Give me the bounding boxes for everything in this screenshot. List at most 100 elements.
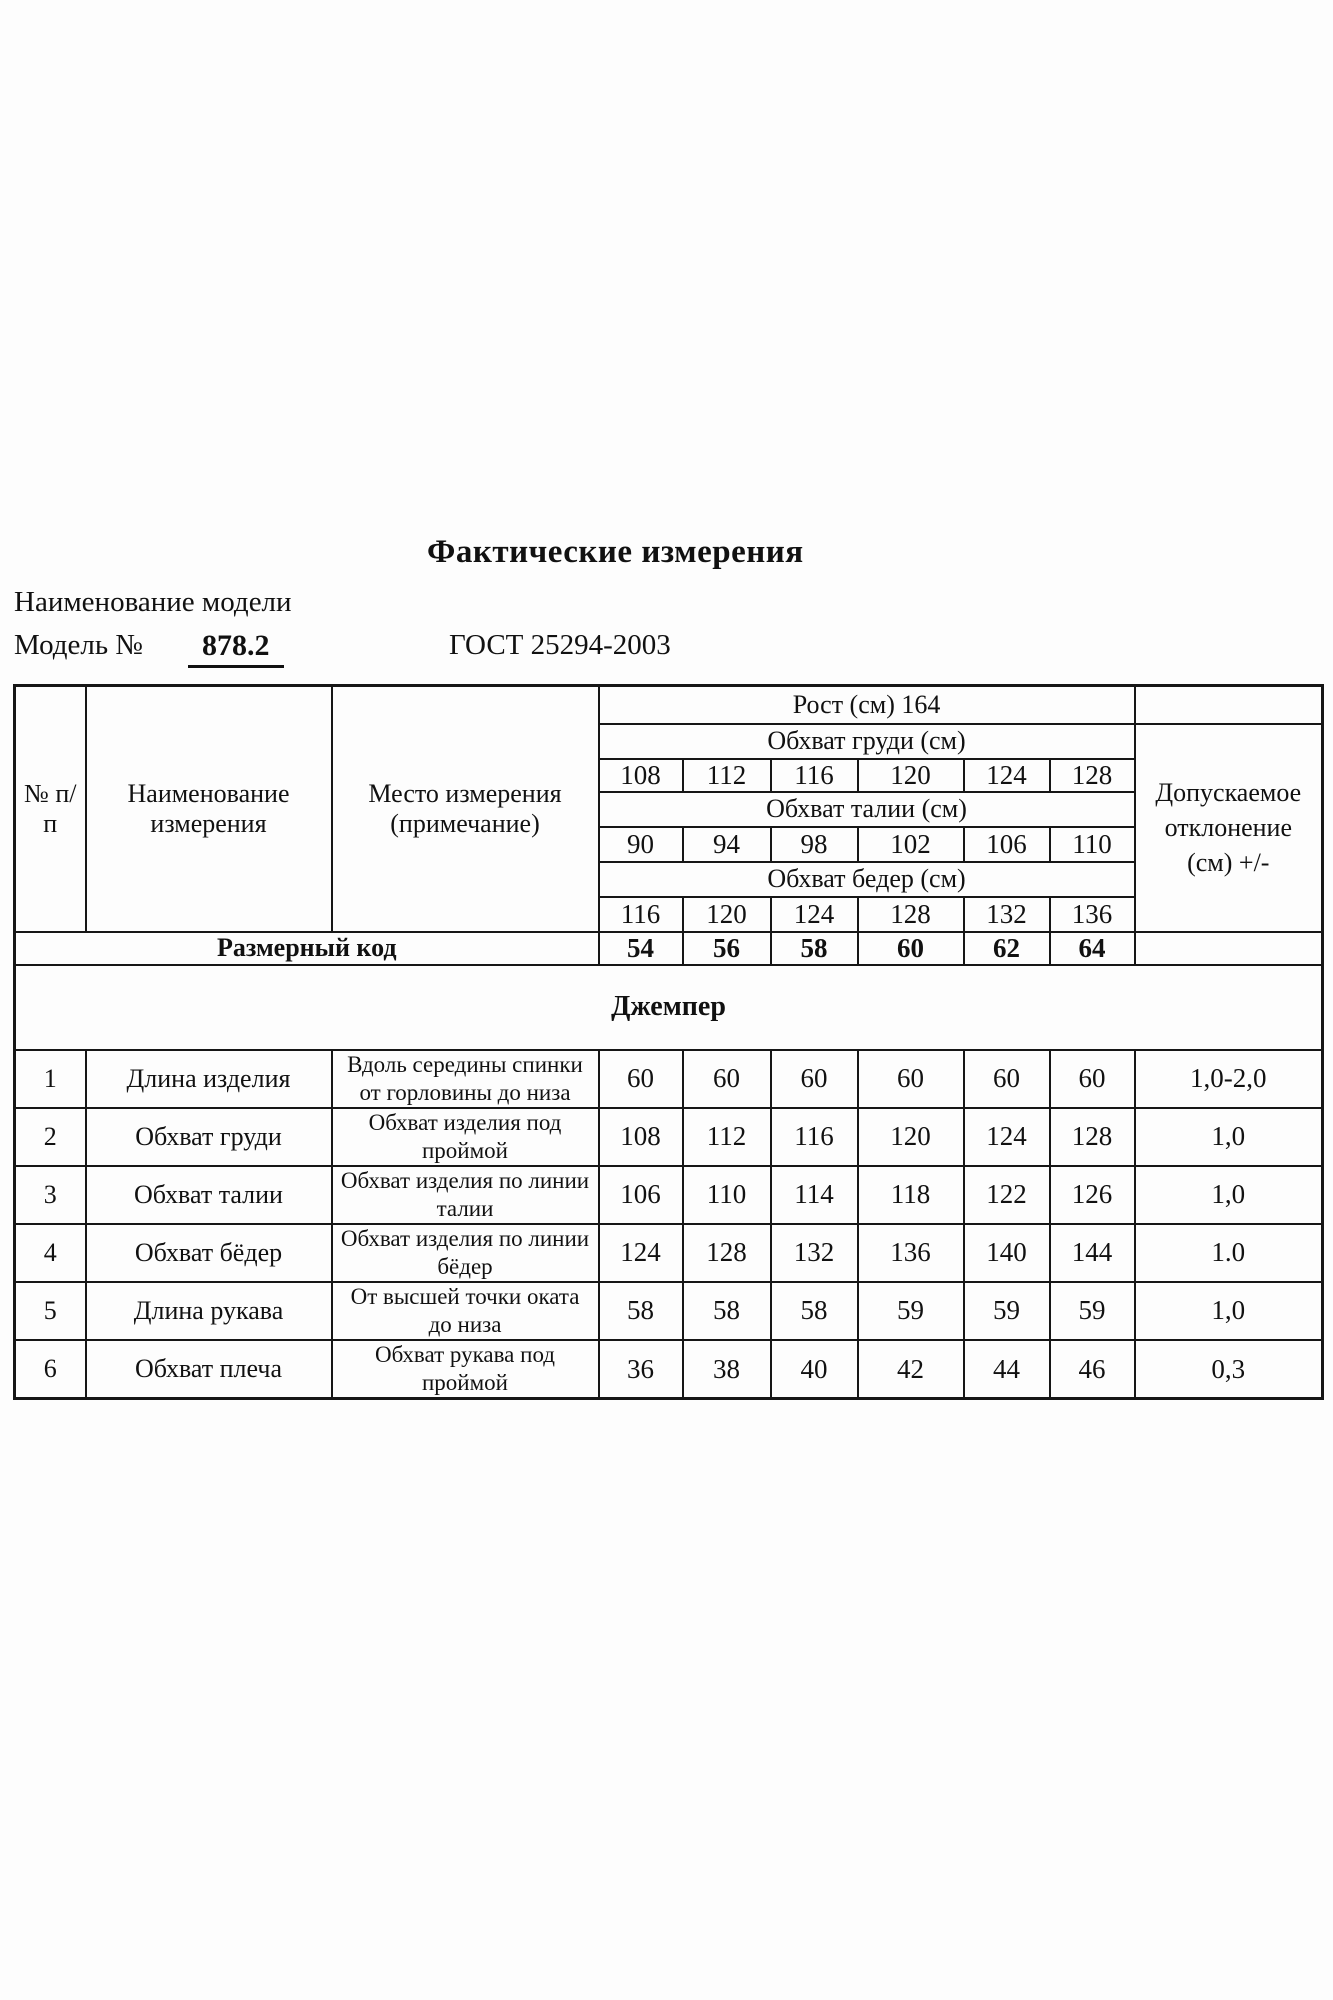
page-title: Фактические измерения bbox=[427, 534, 804, 570]
hips-value: 132 bbox=[962, 895, 1051, 933]
header-row-chest-label: Обхват груди (см) Допускаемое отклонение… bbox=[15, 722, 1324, 933]
row-num: 3 bbox=[13, 1164, 87, 1225]
empty-cell bbox=[1133, 684, 1324, 725]
row-value: 110 bbox=[681, 1164, 772, 1225]
row-value: 58 bbox=[681, 1280, 772, 1341]
row-value: 60 bbox=[681, 1048, 772, 1109]
model-number-value: 878.2 bbox=[188, 629, 284, 668]
row-name: Обхват талии bbox=[84, 1164, 333, 1225]
row-place: Обхват рукава под проймой bbox=[330, 1338, 600, 1400]
row-value: 40 bbox=[769, 1338, 859, 1400]
section-row: Джемпер bbox=[13, 963, 1324, 1051]
table-row: 3 Обхват талии Обхват изделия по линии т… bbox=[13, 1164, 1324, 1225]
size-code-value: 54 bbox=[597, 930, 684, 966]
row-value: 59 bbox=[1048, 1280, 1136, 1341]
table-row: 1 Длина изделия Вдоль середины спинки от… bbox=[13, 1048, 1324, 1109]
waist-value: 94 bbox=[681, 825, 772, 863]
row-value: 128 bbox=[681, 1222, 772, 1283]
row-name: Обхват груди bbox=[84, 1106, 333, 1167]
size-code-value: 58 bbox=[769, 930, 859, 966]
hips-value: 124 bbox=[769, 895, 859, 933]
header-row-hips-label: Обхват бедер (см) bbox=[15, 860, 1323, 898]
row-place: Обхват изделия по линии талии bbox=[330, 1164, 600, 1225]
row-value: 44 bbox=[962, 1338, 1051, 1400]
row-name: Обхват плеча bbox=[84, 1338, 333, 1400]
row-place: Обхват изделия по линии бёдер bbox=[330, 1222, 600, 1283]
row-value: 36 bbox=[597, 1338, 684, 1400]
height-group-label: Рост (см) 164 bbox=[597, 684, 1136, 725]
waist-value: 98 bbox=[769, 825, 859, 863]
row-tolerance: 1,0-2,0 bbox=[1133, 1048, 1324, 1109]
size-code-label: Размерный код bbox=[13, 930, 600, 966]
row-num: 5 bbox=[13, 1280, 87, 1341]
waist-value: 90 bbox=[597, 825, 684, 863]
row-value: 114 bbox=[769, 1164, 859, 1225]
chest-value: 108 bbox=[597, 757, 684, 793]
row-value: 60 bbox=[769, 1048, 859, 1109]
row-num: 1 bbox=[13, 1048, 87, 1109]
row-name: Длина рукава bbox=[84, 1280, 333, 1341]
row-num: 6 bbox=[13, 1338, 87, 1400]
row-value: 116 bbox=[769, 1106, 859, 1167]
hips-group-label: Обхват бедер (см) bbox=[597, 860, 1136, 898]
row-value: 60 bbox=[856, 1048, 965, 1109]
row-value: 38 bbox=[681, 1338, 772, 1400]
chest-value: 124 bbox=[962, 757, 1051, 793]
row-value: 124 bbox=[597, 1222, 684, 1283]
row-value: 106 bbox=[597, 1164, 684, 1225]
measurements-table: № п/п Наименование измерения Место измер… bbox=[13, 684, 1325, 1401]
row-value: 124 bbox=[962, 1106, 1051, 1167]
chest-group-label: Обхват груди (см) bbox=[597, 722, 1136, 760]
row-tolerance: 1,0 bbox=[1133, 1164, 1324, 1225]
gost-standard: ГОСТ 25294-2003 bbox=[449, 629, 671, 661]
chest-value: 128 bbox=[1048, 757, 1136, 793]
header-row-height: № п/п Наименование измерения Место измер… bbox=[13, 684, 1324, 933]
row-value: 126 bbox=[1048, 1164, 1136, 1225]
hips-value: 120 bbox=[681, 895, 772, 933]
row-tolerance: 1,0 bbox=[1133, 1280, 1324, 1341]
hips-value: 136 bbox=[1048, 895, 1136, 933]
row-value: 112 bbox=[681, 1106, 772, 1167]
waist-group-label: Обхват талии (см) bbox=[597, 790, 1136, 828]
table-row: 5 Длина рукава От высшей точки оката до … bbox=[13, 1280, 1324, 1341]
row-value: 132 bbox=[769, 1222, 859, 1283]
chest-value: 120 bbox=[856, 757, 965, 793]
row-value: 128 bbox=[1048, 1106, 1136, 1167]
section-title: Джемпер bbox=[13, 963, 1324, 1051]
row-tolerance: 1.0 bbox=[1133, 1222, 1324, 1283]
row-tolerance: 0,3 bbox=[1133, 1338, 1324, 1400]
chest-value: 112 bbox=[681, 757, 772, 793]
size-code-row: Размерный код 54 56 58 60 62 64 bbox=[13, 930, 1324, 966]
row-value: 140 bbox=[962, 1222, 1051, 1283]
size-code-value: 62 bbox=[962, 930, 1051, 966]
row-value: 59 bbox=[962, 1280, 1051, 1341]
hips-value: 116 bbox=[597, 895, 684, 933]
size-code-value: 64 bbox=[1048, 930, 1136, 966]
model-name-label: Наименование модели bbox=[14, 586, 292, 618]
empty-cell bbox=[1133, 930, 1324, 966]
row-value: 120 bbox=[856, 1106, 965, 1167]
chest-value: 116 bbox=[769, 757, 859, 793]
table-row: 6 Обхват плеча Обхват рукава под проймой… bbox=[13, 1338, 1324, 1400]
model-line: Модель № 878.2 ГОСТ 25294-2003 bbox=[0, 629, 1333, 671]
row-place: Вдоль середины спинки от горловины до ни… bbox=[330, 1048, 600, 1109]
row-tolerance: 1,0 bbox=[1133, 1106, 1324, 1167]
col-header-tolerance: Допускаемое отклонение (см) +/- bbox=[1133, 722, 1324, 933]
row-num: 2 bbox=[13, 1106, 87, 1167]
row-value: 144 bbox=[1048, 1222, 1136, 1283]
header-row-waist-values: 90 94 98 102 106 110 bbox=[15, 825, 1323, 863]
row-num: 4 bbox=[13, 1222, 87, 1283]
row-value: 58 bbox=[597, 1280, 684, 1341]
row-name: Обхват бёдер bbox=[84, 1222, 333, 1283]
table-row: 2 Обхват груди Обхват изделия под проймо… bbox=[13, 1106, 1324, 1167]
hips-value: 128 bbox=[856, 895, 965, 933]
model-number-label: Модель № bbox=[14, 629, 143, 661]
row-value: 42 bbox=[856, 1338, 965, 1400]
row-place: Обхват изделия под проймой bbox=[330, 1106, 600, 1167]
waist-value: 102 bbox=[856, 825, 965, 863]
row-value: 122 bbox=[962, 1164, 1051, 1225]
size-code-value: 56 bbox=[681, 930, 772, 966]
row-value: 108 bbox=[597, 1106, 684, 1167]
waist-value: 106 bbox=[962, 825, 1051, 863]
row-value: 60 bbox=[597, 1048, 684, 1109]
